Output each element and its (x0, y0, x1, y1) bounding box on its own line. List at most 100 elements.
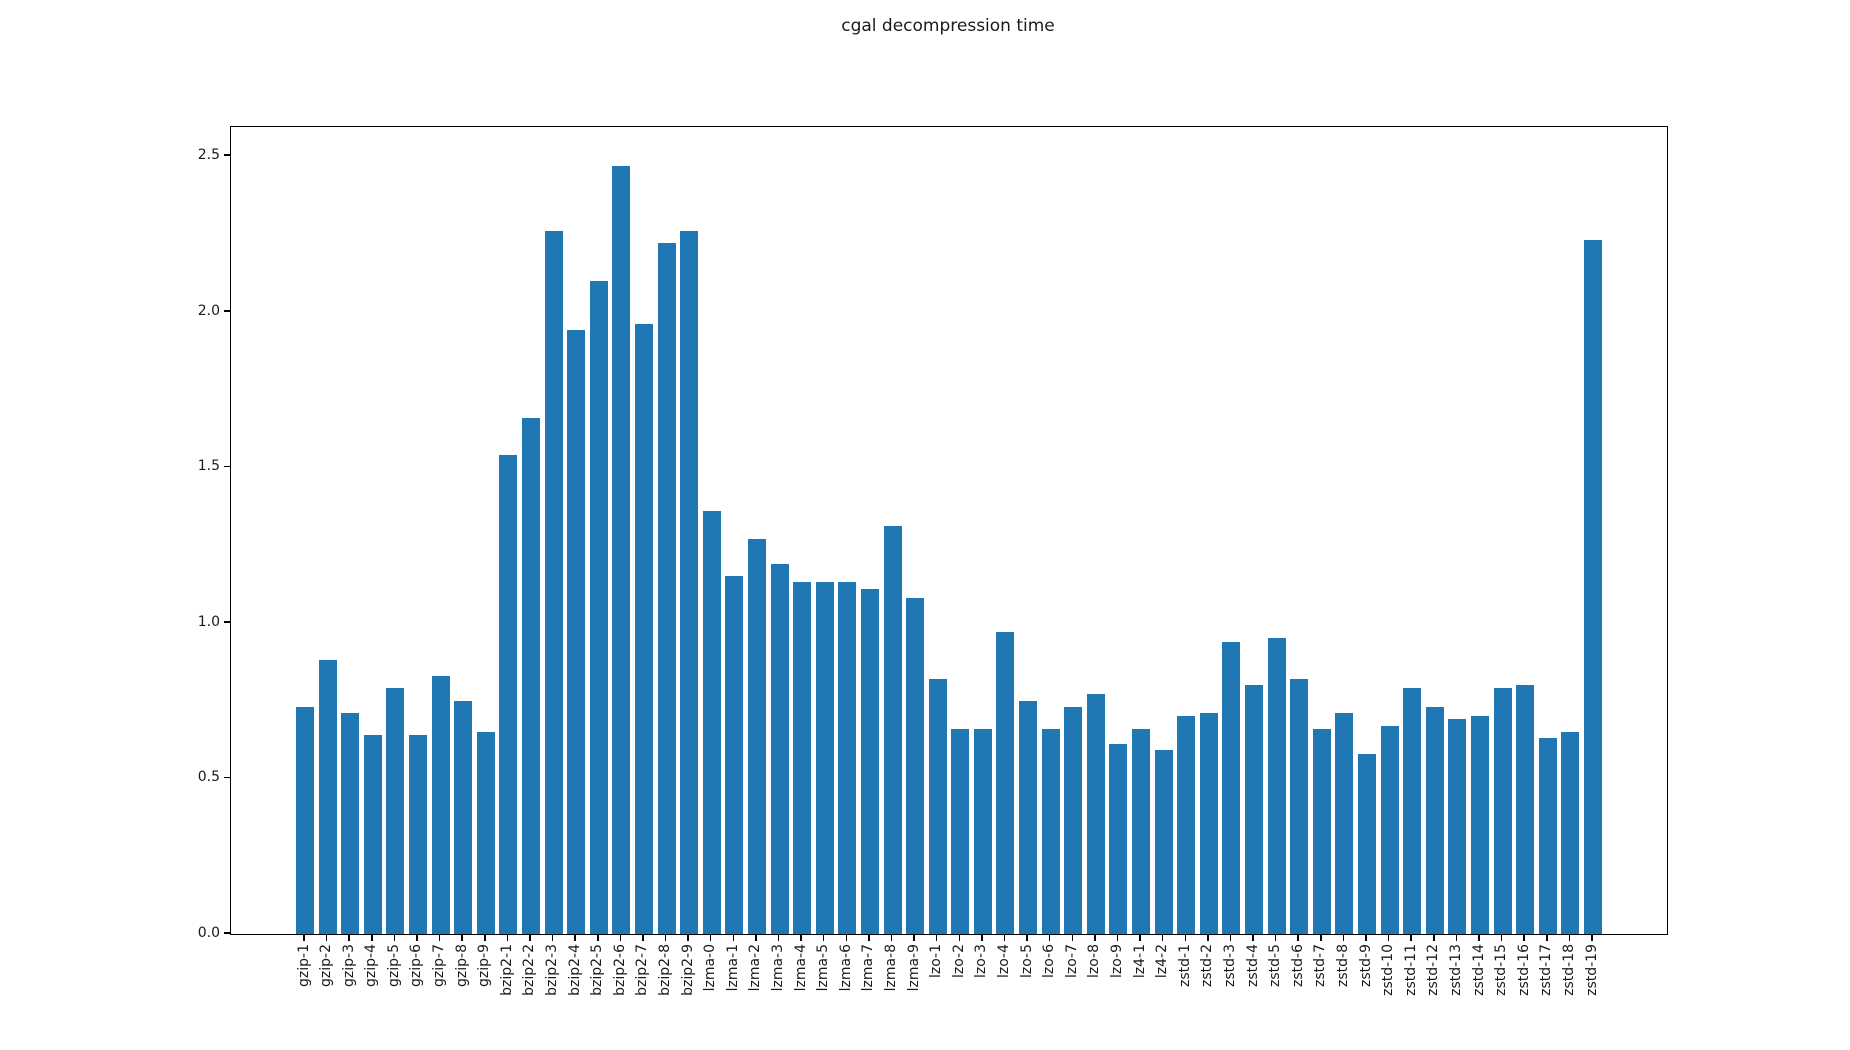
x-tick-mark (1184, 934, 1186, 941)
x-tick-mark (529, 934, 531, 941)
bar-lzo-6 (1041, 728, 1060, 934)
bar-bzip2-9 (680, 230, 699, 934)
bar-lzma-9 (906, 598, 925, 934)
bar-gzip-1 (296, 706, 314, 934)
x-tick-mark (981, 934, 983, 941)
y-tick-label: 1.0 (197, 613, 220, 630)
x-tick-mark (913, 934, 915, 941)
x-tick-mark (416, 934, 418, 941)
x-tick-mark (574, 934, 576, 941)
y-tick-mark (224, 621, 230, 623)
x-tick-mark (1433, 934, 1435, 941)
x-tick-label: bzip2-4 (566, 944, 583, 996)
y-tick-mark (224, 465, 230, 468)
x-tick-mark (484, 934, 486, 941)
x-tick-label: zstd-16 (1515, 944, 1532, 996)
x-tick-label: bzip2-7 (634, 944, 651, 996)
bar-zstd-6 (1290, 678, 1309, 934)
bar-gzip-4 (363, 734, 382, 934)
x-tick-mark (1523, 934, 1525, 941)
x-tick-mark (1139, 934, 1141, 941)
x-tick-mark (845, 934, 848, 941)
bar-gzip-7 (431, 675, 450, 934)
y-tick-mark (224, 776, 230, 779)
bar-zstd-7 (1312, 728, 1331, 934)
bar-bzip2-6 (612, 165, 631, 934)
x-tick-mark (868, 934, 870, 941)
x-tick-label: gzip-9 (476, 944, 493, 987)
x-tick-label: zstd-1 (1176, 944, 1193, 987)
bar-gzip-8 (454, 700, 473, 934)
bar-gzip-9 (476, 731, 495, 934)
bar-lzo-8 (1086, 694, 1105, 934)
x-tick-label: lzo-3 (973, 944, 990, 979)
x-tick-label: lzma-2 (747, 944, 764, 992)
x-tick-label: zstd-13 (1447, 944, 1464, 996)
x-tick-label: bzip2-2 (521, 944, 538, 996)
bar-zstd-19 (1584, 240, 1602, 934)
x-tick-mark (371, 934, 373, 941)
x-tick-mark (687, 934, 689, 941)
x-tick-mark (822, 934, 825, 941)
bar-zstd-2 (1199, 713, 1218, 934)
bar-zstd-3 (1222, 641, 1241, 934)
bar-gzip-2 (318, 660, 337, 934)
x-tick-mark (709, 934, 712, 941)
x-tick-mark (1478, 934, 1480, 941)
bar-bzip2-7 (634, 324, 653, 934)
x-tick-label: gzip-4 (363, 944, 380, 987)
plot-area (230, 126, 1668, 935)
bar-gzip-6 (408, 734, 427, 934)
bar-lzma-7 (860, 588, 879, 934)
x-tick-mark (1026, 934, 1028, 941)
x-tick-mark (732, 934, 735, 941)
x-tick-label: bzip2-3 (544, 944, 561, 996)
x-tick-mark (1003, 934, 1006, 941)
x-tick-label: lzma-6 (837, 944, 854, 992)
x-tick-label: lzo-9 (1108, 944, 1125, 979)
bar-zstd-13 (1448, 719, 1467, 934)
x-tick-label: zstd-18 (1560, 944, 1577, 996)
x-tick-mark (438, 934, 441, 941)
x-tick-mark (461, 934, 463, 941)
bar-lzo-4 (996, 632, 1015, 934)
x-tick-mark (1161, 934, 1164, 941)
bar-zstd-16 (1516, 685, 1535, 934)
x-tick-mark (1274, 934, 1277, 941)
x-tick-label: gzip-7 (431, 944, 448, 987)
x-tick-label: zstd-6 (1289, 944, 1306, 987)
x-tick-label: zstd-4 (1244, 944, 1261, 987)
x-tick-label: bzip2-5 (589, 944, 606, 996)
x-tick-mark (1365, 934, 1367, 941)
x-tick-mark (506, 934, 509, 941)
x-tick-label: lzo-2 (950, 944, 967, 979)
bar-lzma-2 (747, 538, 766, 934)
bar-zstd-17 (1538, 738, 1557, 934)
chart-title: cgal decompression time (841, 16, 1055, 36)
x-tick-label: zstd-19 (1583, 944, 1600, 996)
bar-zstd-18 (1561, 731, 1580, 934)
bar-bzip2-5 (589, 280, 608, 934)
x-tick-label: zstd-7 (1312, 944, 1329, 987)
x-tick-label: lz4-2 (1154, 944, 1171, 979)
x-tick-label: gzip-8 (453, 944, 470, 987)
x-tick-label: bzip2-6 (611, 944, 628, 996)
x-tick-mark (800, 934, 802, 941)
bar-lzma-3 (770, 563, 789, 934)
x-tick-label: lzma-0 (702, 944, 719, 992)
x-tick-label: gzip-5 (385, 944, 402, 987)
x-tick-label: lzo-8 (1086, 944, 1103, 979)
x-tick-mark (1297, 934, 1299, 941)
x-tick-label: zstd-9 (1357, 944, 1374, 987)
bar-zstd-8 (1335, 713, 1354, 934)
y-tick-label: 1.5 (197, 458, 220, 475)
x-tick-mark (348, 934, 350, 941)
y-tick-label: 0.0 (197, 925, 220, 941)
x-tick-mark (755, 934, 757, 941)
x-tick-mark (935, 934, 938, 941)
x-tick-label: zstd-12 (1425, 944, 1442, 996)
x-tick-label: zstd-3 (1221, 944, 1238, 987)
x-tick-label: lzo-5 (1018, 944, 1035, 979)
bar-lz4-1 (1132, 728, 1151, 934)
